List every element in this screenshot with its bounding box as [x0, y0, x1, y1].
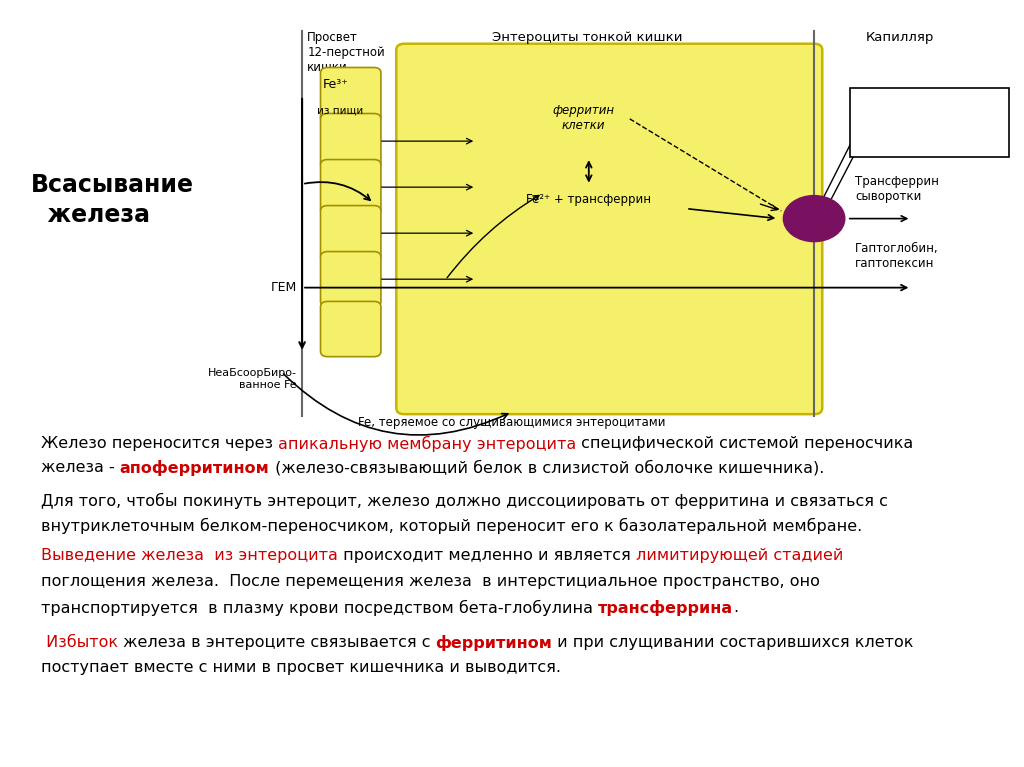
- FancyBboxPatch shape: [396, 44, 822, 414]
- Text: ГЕМ: ГЕМ: [270, 281, 297, 294]
- Text: железа: железа: [31, 203, 150, 227]
- FancyBboxPatch shape: [321, 301, 381, 357]
- Text: железа в энтероците связывается с: железа в энтероците связывается с: [118, 635, 435, 650]
- FancyBboxPatch shape: [850, 88, 1009, 157]
- Circle shape: [783, 196, 845, 242]
- Text: Трансферрин
сыворотки: Трансферрин сыворотки: [855, 175, 939, 203]
- Text: Мембранный
переносчик (DC11): Мембранный переносчик (DC11): [868, 112, 990, 133]
- Text: Выведение железа  из энтероцита: Выведение железа из энтероцита: [41, 548, 338, 564]
- FancyBboxPatch shape: [321, 160, 381, 215]
- Text: транспортируется  в плазму крови посредством бета-глобулина: транспортируется в плазму крови посредст…: [41, 600, 598, 616]
- Text: апоферритином: апоферритином: [120, 460, 269, 476]
- Text: и при слущивании состарившихся клеток: и при слущивании состарившихся клеток: [553, 635, 913, 650]
- Text: ферритином: ферритином: [435, 635, 553, 651]
- Text: трансферрина: трансферрина: [598, 600, 733, 616]
- FancyBboxPatch shape: [321, 67, 381, 123]
- Text: происходит медленно и является: происходит медленно и является: [338, 548, 636, 564]
- Text: Энтероциты тонкой кишки: Энтероциты тонкой кишки: [492, 31, 682, 44]
- FancyBboxPatch shape: [321, 206, 381, 261]
- Text: поглощения железа.  После перемещения железа  в интерстициальное пространство, о: поглощения железа. После перемещения жел…: [41, 574, 820, 589]
- FancyBboxPatch shape: [321, 252, 381, 307]
- Text: Просвет
12-перстной
кишки: Просвет 12-перстной кишки: [307, 31, 385, 74]
- Text: Для того, чтобы покинуть энтероцит, железо должно диссоциировать от ферритина и : Для того, чтобы покинуть энтероцит, желе…: [41, 492, 888, 509]
- Text: лимитирующей стадией: лимитирующей стадией: [636, 548, 843, 564]
- Text: Fe³⁺: Fe³⁺: [323, 77, 348, 91]
- Text: Всасывание: Всасывание: [31, 173, 194, 196]
- Text: Гаптоглобин,
гаптопексин: Гаптоглобин, гаптопексин: [855, 242, 939, 270]
- Text: Избыток: Избыток: [41, 635, 118, 650]
- Text: из пищи: из пищи: [317, 106, 364, 116]
- Text: Fe, теряемое со слущивающимися энтероцитами: Fe, теряемое со слущивающимися энтероцит…: [358, 416, 666, 429]
- Text: (железо-связывающий белок в слизистой оболочке кишечника).: (железо-связывающий белок в слизистой об…: [269, 460, 824, 476]
- FancyBboxPatch shape: [321, 114, 381, 169]
- Text: ферритин
клетки: ферритин клетки: [553, 104, 614, 132]
- Text: апикальную мембрану энтероцита: апикальную мембрану энтероцита: [279, 436, 577, 452]
- Text: .: .: [733, 600, 738, 615]
- Text: железа -: железа -: [41, 460, 120, 476]
- Text: Fe²⁺ + трансферрин: Fe²⁺ + трансферрин: [526, 193, 651, 206]
- Text: поступает вместе с ними в просвет кишечника и выводится.: поступает вместе с ними в просвет кишечн…: [41, 660, 561, 675]
- Text: НеаБсоорБиро-
ванное Fe: НеаБсоорБиро- ванное Fe: [208, 368, 297, 390]
- Text: Капилляр: Капилляр: [865, 31, 934, 44]
- Text: внутриклеточным белком-переносчиком, который переносит его к базолатеральной мем: внутриклеточным белком-переносчиком, кот…: [41, 518, 862, 534]
- Text: Железо переносится через: Железо переносится через: [41, 436, 279, 451]
- Text: специфической системой переносчика: специфической системой переносчика: [577, 436, 913, 451]
